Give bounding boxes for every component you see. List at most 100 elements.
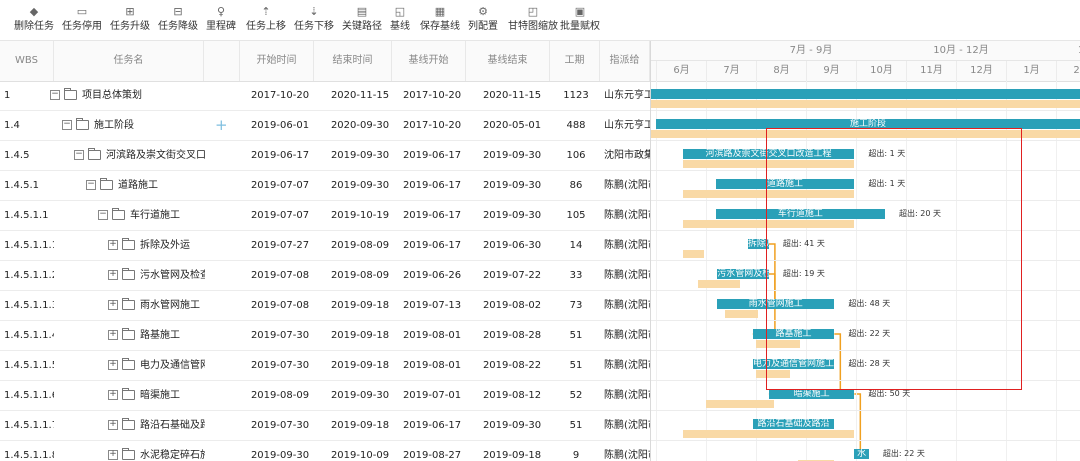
collapse-icon[interactable]: − — [62, 119, 72, 130]
table-row[interactable]: 1.4.5.1.1.8 + 水泥稳定碎石施工 2019-09-30 2019-10-09… — [0, 441, 650, 461]
cell-assignee: 陈鹏(沈阳市 — [604, 330, 650, 341]
cell-baseline-end: 2019-07-22 — [482, 270, 542, 281]
cell-assignee: 陈鹏(沈阳市 — [604, 450, 650, 461]
task-bar[interactable]: 道路施工 — [715, 179, 855, 189]
cell-start-date: 2019-07-30 — [250, 330, 310, 341]
table-row[interactable]: 1.4.5.1 − 道路施工 2019-07-07 2019-09-30 2019-06-… — [0, 171, 650, 201]
table-row[interactable]: 1.4.5.1.1.4 + 路基施工 2019-07-30 2019-09-18 2019… — [0, 321, 650, 351]
baseline-bar[interactable] — [682, 190, 855, 198]
collapse-icon[interactable]: − — [86, 179, 96, 190]
baseline-bar[interactable] — [682, 160, 855, 168]
toolbar-button-0[interactable]: ◆ 删除任务 — [14, 2, 54, 38]
task-bar[interactable]: 拆除及 — [747, 239, 769, 249]
toolbar-button-11[interactable]: ◰ 甘特图缩放 — [508, 2, 558, 38]
task-bar[interactable]: 污水管网及检 — [717, 269, 769, 279]
cell-baseline-end: 2019-08-12 — [482, 390, 542, 401]
table-row[interactable]: 1.4.5 − 河滨路及崇文街交叉口改 2019-06-17 2019-09-30 201… — [0, 141, 650, 171]
column-header-baseline-start[interactable]: 基线开始 — [392, 41, 466, 81]
table-row[interactable]: 1.4.5.1.1.1 + 拆除及外运 2019-07-27 2019-08-09 201… — [0, 231, 650, 261]
toolbar-button-7[interactable]: ▤ 关键路径 — [342, 2, 382, 38]
toolbar-button-label: 批量赋权 — [560, 21, 600, 32]
cell-task-name: − 施工阶段 — [62, 111, 205, 140]
expand-icon[interactable]: + — [108, 299, 118, 310]
cell-start-date: 2019-07-30 — [250, 360, 310, 371]
task-bar[interactable]: 河滨路及崇文街交叉口改造工程 — [682, 149, 855, 159]
cell-baseline-end: 2019-08-28 — [482, 330, 542, 341]
toolbar-button-8[interactable]: ◱ 基线 — [390, 2, 410, 38]
baseline-bar[interactable] — [651, 130, 1080, 138]
timeline-month: 12月 — [956, 61, 1006, 81]
column-header-start[interactable]: 开始时间 — [240, 41, 314, 81]
table-row[interactable]: 1.4.5.1.1 − 车行道施工 2019-07-07 2019-10-19 2019-… — [0, 201, 650, 231]
table-row[interactable]: 1.4.5.1.1.5 + 电力及通信管网施工 2019-07-30 2019-09-1… — [0, 351, 650, 381]
baseline-bar[interactable] — [756, 340, 800, 348]
task-bar[interactable]: 电力及通信管网施工 — [752, 359, 835, 369]
cell-task-name: − 项目总体策划 — [50, 81, 205, 110]
cell-baseline-end: 2019-09-30 — [482, 150, 542, 161]
toolbar-button-6[interactable]: ⇣ 任务下移 — [294, 2, 334, 38]
toolbar-button-label: 列配置 — [468, 21, 498, 32]
task-bar[interactable]: 路沿石基础及路沿 — [752, 419, 835, 429]
task-bar[interactable] — [651, 89, 1080, 99]
baseline-bar[interactable] — [651, 100, 1080, 108]
column-header-wbs[interactable]: WBS — [0, 41, 54, 81]
column-header-name[interactable]: 任务名 — [54, 41, 204, 81]
toolbar-button-10[interactable]: ⚙ 列配置 — [468, 2, 498, 38]
toolbar-button-9[interactable]: ▦ 保存基线 — [420, 2, 460, 38]
expand-icon[interactable]: + — [108, 419, 118, 430]
baseline-bar[interactable] — [706, 400, 774, 408]
expand-icon[interactable]: + — [108, 269, 118, 280]
task-bar[interactable]: 水 — [854, 449, 869, 459]
collapse-icon[interactable]: − — [74, 149, 84, 160]
timeline-quarter: 7月 - 9月 — [736, 41, 886, 61]
row-gridline — [651, 440, 1080, 441]
folder-icon — [76, 118, 89, 130]
table-row[interactable]: 1.4.5.1.1.6 + 暗渠施工 2019-08-09 2019-09-30 2019… — [0, 381, 650, 411]
delay-label: 超出: 50 天 — [868, 389, 911, 398]
expand-icon[interactable]: + — [108, 239, 118, 250]
cell-end-date: 2019-10-09 — [330, 450, 390, 461]
table-row[interactable]: 1.4.5.1.1.3 + 雨水管网施工 2019-07-08 2019-09-18 20… — [0, 291, 650, 321]
baseline-bar[interactable] — [725, 310, 758, 318]
cell-wbs: 1.4.5.1 — [4, 180, 39, 191]
baseline-bar[interactable] — [682, 220, 855, 228]
task-bar[interactable]: 暗渠施工 — [768, 389, 855, 399]
toolbar-button-2[interactable]: ⊞ 任务升级 — [110, 2, 150, 38]
critical-path-icon: ▤ — [356, 5, 368, 18]
toolbar-button-1[interactable]: ▭ 任务停用 — [62, 2, 102, 38]
row-gridline — [651, 380, 1080, 381]
baseline-bar[interactable] — [756, 370, 790, 378]
task-bar[interactable]: 路基施工 — [752, 329, 835, 339]
task-bar[interactable]: 雨水管网施工 — [717, 299, 835, 309]
collapse-icon[interactable]: − — [50, 89, 60, 100]
expand-icon[interactable]: + — [108, 389, 118, 400]
table-row[interactable]: 1 − 项目总体策划 2017-10-20 2020-11-15 2017-10-20 20… — [0, 81, 650, 111]
add-task-icon[interactable]: + — [215, 116, 228, 134]
baseline-bar[interactable] — [697, 280, 740, 288]
column-header-baseline-end[interactable]: 基线结束 — [466, 41, 550, 81]
expand-icon[interactable]: + — [108, 359, 118, 370]
toolbar-button-12[interactable]: ▣ 批量赋权 — [560, 2, 600, 38]
table-row[interactable]: 1.4.5.1.1.2 + 污水管网及检查井 2019-07-08 2019-08-09… — [0, 261, 650, 291]
column-header-org[interactable]: 指派给 — [600, 41, 650, 81]
toolbar-button-4[interactable]: ♀ 里程碑 — [206, 2, 236, 38]
collapse-icon[interactable]: − — [98, 209, 108, 220]
cell-start-date: 2019-07-08 — [250, 300, 310, 311]
baseline-bar[interactable] — [682, 430, 855, 438]
table-row[interactable]: 1.4 − 施工阶段 +2019-06-01 2020-09-30 2017-10-20 2… — [0, 111, 650, 141]
task-bar[interactable]: 车行道施工 — [715, 209, 886, 219]
cell-duration: 488 — [566, 120, 586, 131]
baseline-bar[interactable] — [682, 250, 705, 258]
disable-icon: ▭ — [76, 5, 88, 18]
expand-icon[interactable]: + — [108, 449, 118, 460]
toolbar-button-3[interactable]: ⊟ 任务降级 — [158, 2, 198, 38]
task-bar[interactable]: 施工阶段 — [656, 119, 1080, 129]
timeline-quarter: 1月 — [1036, 41, 1080, 61]
cell-baseline-start: 2017-10-20 — [402, 120, 462, 131]
delay-label: 超出: 22 天 — [882, 449, 925, 458]
column-header-duration[interactable]: 工期 — [550, 41, 600, 81]
expand-icon[interactable]: + — [108, 329, 118, 340]
column-header-end[interactable]: 结束时间 — [314, 41, 392, 81]
toolbar-button-5[interactable]: ⇡ 任务上移 — [246, 2, 286, 38]
table-row[interactable]: 1.4.5.1.1.7 + 路沿石基础及路沿石 2019-07-30 2019-09-1… — [0, 411, 650, 441]
